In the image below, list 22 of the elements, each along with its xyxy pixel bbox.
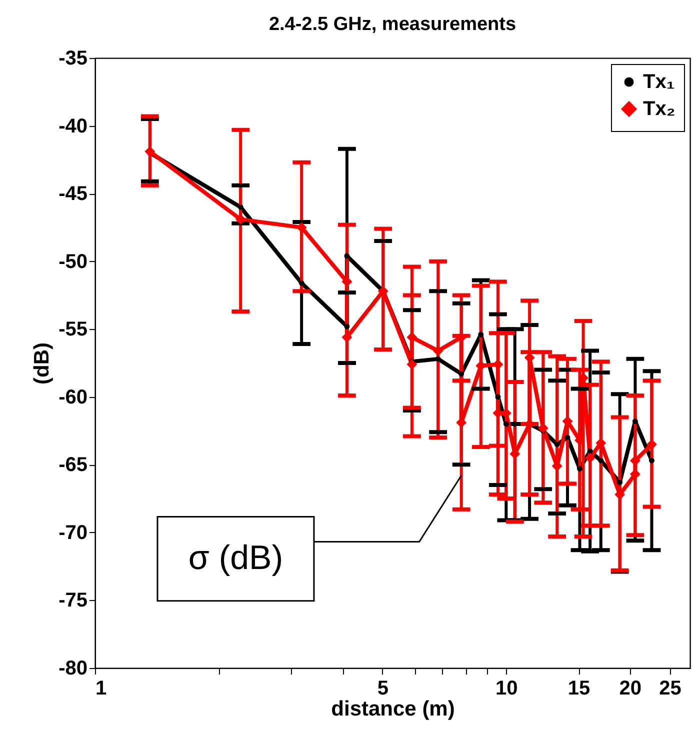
annotation: σ (dB) [188, 538, 284, 577]
y-tick-label: -50 [58, 250, 88, 273]
x-tick-label: 10 [496, 678, 518, 700]
y-tick-label: -70 [58, 522, 88, 544]
x-tick-label: 15 [568, 678, 590, 700]
y-tick-label: -65 [58, 454, 88, 476]
y-tick-label: -80 [58, 658, 88, 680]
legend-label: Tx₁ [643, 71, 675, 93]
y-tick-label: -75 [58, 590, 88, 612]
y-axis-title: (dB) [30, 342, 54, 384]
legend-label: Tx₂ [643, 98, 676, 120]
x-axis-title: distance (m) [331, 698, 455, 720]
x-tick-label: 20 [619, 678, 642, 700]
y-tick-label: -60 [58, 386, 88, 408]
chart-title: 2.4-2.5 GHz, measurements [268, 14, 516, 35]
y-tick-label: -55 [58, 318, 88, 341]
x-tick-label: 1 [96, 678, 107, 700]
y-tick-label: -35 [58, 48, 88, 70]
y-tick-label: -45 [58, 183, 88, 206]
x-tick-label: 5 [377, 678, 388, 700]
x-tick-label: 25 [659, 678, 682, 700]
y-tick-label: -40 [58, 115, 88, 138]
